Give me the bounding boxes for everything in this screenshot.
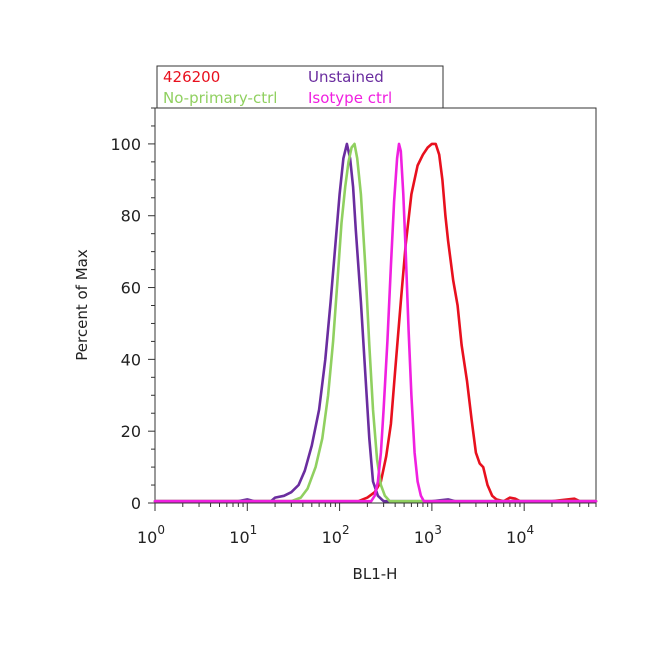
x-tick-label: 104 (506, 523, 534, 547)
axis-layer: 0 20 40 60 80 100 100 101 102 103 104 (110, 107, 597, 547)
series-line-no-primary-ctrl (153, 142, 598, 503)
x-tick-label: 100 (137, 523, 165, 547)
x-axis-title: BL1-H (353, 565, 398, 583)
legend-entry-426200: 426200 (163, 68, 220, 86)
x-tick-label: 101 (229, 523, 257, 547)
y-tick-label: 40 (121, 350, 141, 369)
x-tick-label: 103 (414, 523, 442, 547)
legend-entry-no-primary-ctrl: No-primary-ctrl (163, 89, 277, 107)
series-line-isotype-ctrl (153, 142, 598, 503)
legend: 426200 Unstained No-primary-ctrl Isotype… (156, 65, 444, 109)
x-tick-label: 102 (322, 523, 350, 547)
series-line-unstained (153, 142, 598, 503)
y-tick-label: 20 (121, 422, 141, 441)
y-tick-label: 60 (121, 279, 141, 298)
y-tick-label: 0 (131, 494, 141, 513)
legend-box (156, 65, 444, 109)
legend-entry-isotype-ctrl: Isotype ctrl (308, 89, 392, 107)
y-tick-label: 100 (110, 135, 141, 154)
legend-entry-unstained: Unstained (308, 68, 384, 86)
y-tick-label: 80 (121, 207, 141, 226)
series-layer (153, 142, 598, 503)
y-axis-title: Percent of Max (73, 249, 91, 361)
series-line-426200 (153, 142, 598, 503)
